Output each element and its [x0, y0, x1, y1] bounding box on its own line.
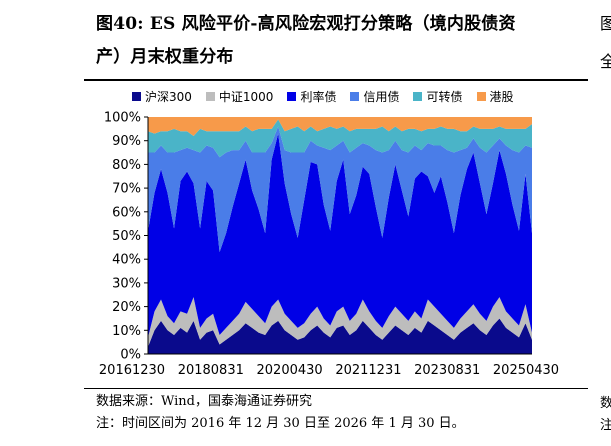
fragment-3: 数: [600, 396, 611, 411]
legend-item-2: 利率债: [287, 88, 336, 105]
legend-swatch-0: [132, 92, 141, 101]
legend-label-4: 可转债: [426, 90, 463, 104]
title-rule: [84, 79, 588, 81]
y-tick-label-2: 20%: [112, 300, 141, 315]
legend-swatch-2: [287, 92, 297, 101]
legend-swatch-3: [350, 92, 360, 101]
x-tick-label-2: 20200430: [257, 363, 323, 378]
legend-swatch-5: [476, 92, 486, 101]
figure-title-line1: 图40: ES 风险平价-高风险宏观打分策略（境内股债资: [96, 8, 588, 41]
figure-number: 图40:: [96, 14, 144, 34]
series-area-3: [148, 126, 532, 253]
y-tick-label-9: 90%: [112, 134, 141, 149]
y-tick-label-4: 40%: [112, 253, 141, 268]
y-tick-label-8: 80%: [112, 158, 141, 173]
time-range-note: 注：时间区间为 2016 年 12 月 30 日至 2026 年 1 月 30 …: [96, 416, 465, 431]
y-tick-label-1: 10%: [112, 324, 141, 339]
y-tick-label-10: 100%: [104, 111, 141, 126]
legend-swatch-1: [205, 92, 215, 101]
legend-label-1: 中证1000: [218, 90, 274, 104]
series-area-5: [148, 117, 532, 136]
y-tick-label-5: 50%: [112, 229, 141, 244]
figure-title-line2: 产）月末权重分布: [96, 47, 234, 67]
legend-label-0: 沪深300: [145, 90, 192, 104]
legend-label-2: 利率债: [300, 90, 337, 104]
stacked-area-chart: 0% 10% 20% 30% 40% 50% 60% 70% 80% 90% 100% 2016123…: [99, 111, 559, 379]
bottom-rule: [84, 388, 588, 389]
y-tick-label-3: 30%: [112, 276, 141, 291]
adjacent-column-fragment: 图 全 数 注: [598, 0, 611, 446]
legend-label-5: 港股: [489, 90, 514, 104]
fragment-1: 图: [600, 14, 611, 33]
legend-label-3: 信用债: [363, 90, 400, 104]
x-tick-label-1: 20180831: [178, 363, 244, 378]
legend-swatch-4: [413, 92, 423, 101]
y-tick-label-6: 60%: [112, 205, 141, 220]
series-area-0: [148, 318, 532, 354]
series-area-2: [148, 133, 532, 338]
legend-item-0: 沪深300: [132, 88, 192, 105]
legend-item-5: 港股: [476, 88, 514, 105]
y-tick-label-7: 70%: [112, 182, 141, 197]
x-tick-label-0: 20161230: [99, 363, 165, 378]
fragment-4: 注: [600, 418, 611, 433]
data-source: 数据来源：Wind，国泰海通证券研究: [96, 394, 312, 409]
chart-legend: 沪深300 中证1000 利率债 信用债 可转债 港股: [132, 88, 514, 105]
legend-item-1: 中证1000: [205, 88, 274, 105]
x-tick-label-4: 20230831: [414, 363, 480, 378]
series-area-4: [148, 119, 532, 158]
fragment-2: 全: [600, 52, 611, 71]
series-area-1: [148, 297, 532, 347]
legend-item-3: 信用债: [350, 88, 399, 105]
figure-title: 图40: ES 风险平价-高风险宏观打分策略（境内股债资 产）月末权重分布: [96, 8, 588, 74]
x-tick-label-5: 20250430: [493, 363, 559, 378]
figure-title-text1: ES 风险平价-高风险宏观打分策略（境内股债资: [149, 14, 516, 34]
legend-item-4: 可转债: [413, 88, 463, 105]
y-tick-label-0: 0%: [120, 348, 141, 363]
x-tick-label-3: 20211231: [335, 363, 401, 378]
